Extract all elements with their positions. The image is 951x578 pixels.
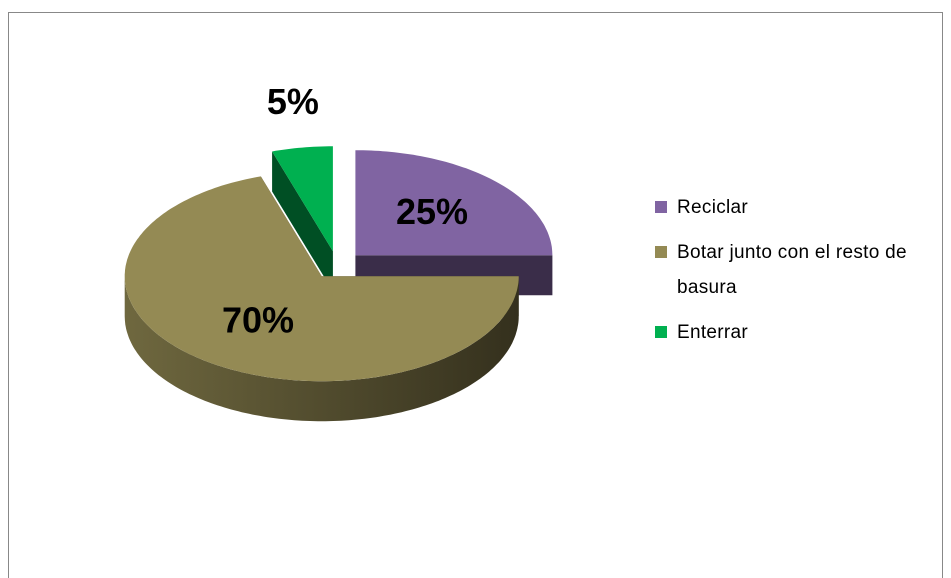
slice-top [355,150,553,256]
pie-slice [272,146,333,292]
legend-swatch [655,326,667,338]
legend: Reciclar Botar junto con el resto de basu… [655,190,942,360]
data-label: 70% [222,299,294,340]
legend-label: Reciclar [677,197,749,218]
legend-swatch [655,201,667,213]
legend-item: Enterrar [655,315,942,350]
legend-label: Botar junto con el resto de basura [677,242,907,298]
data-label: 5% [267,81,319,122]
legend-label: Enterrar [677,322,749,343]
slice-top [272,146,333,252]
slice-side [272,151,333,292]
legend-swatch [655,246,667,258]
legend-item: Botar junto con el resto de basura [655,235,942,305]
legend-item: Reciclar [655,190,942,225]
slice-wall [124,276,519,422]
pie-slice [124,176,519,422]
data-label: 25% [396,191,468,232]
slice-top [124,176,519,382]
